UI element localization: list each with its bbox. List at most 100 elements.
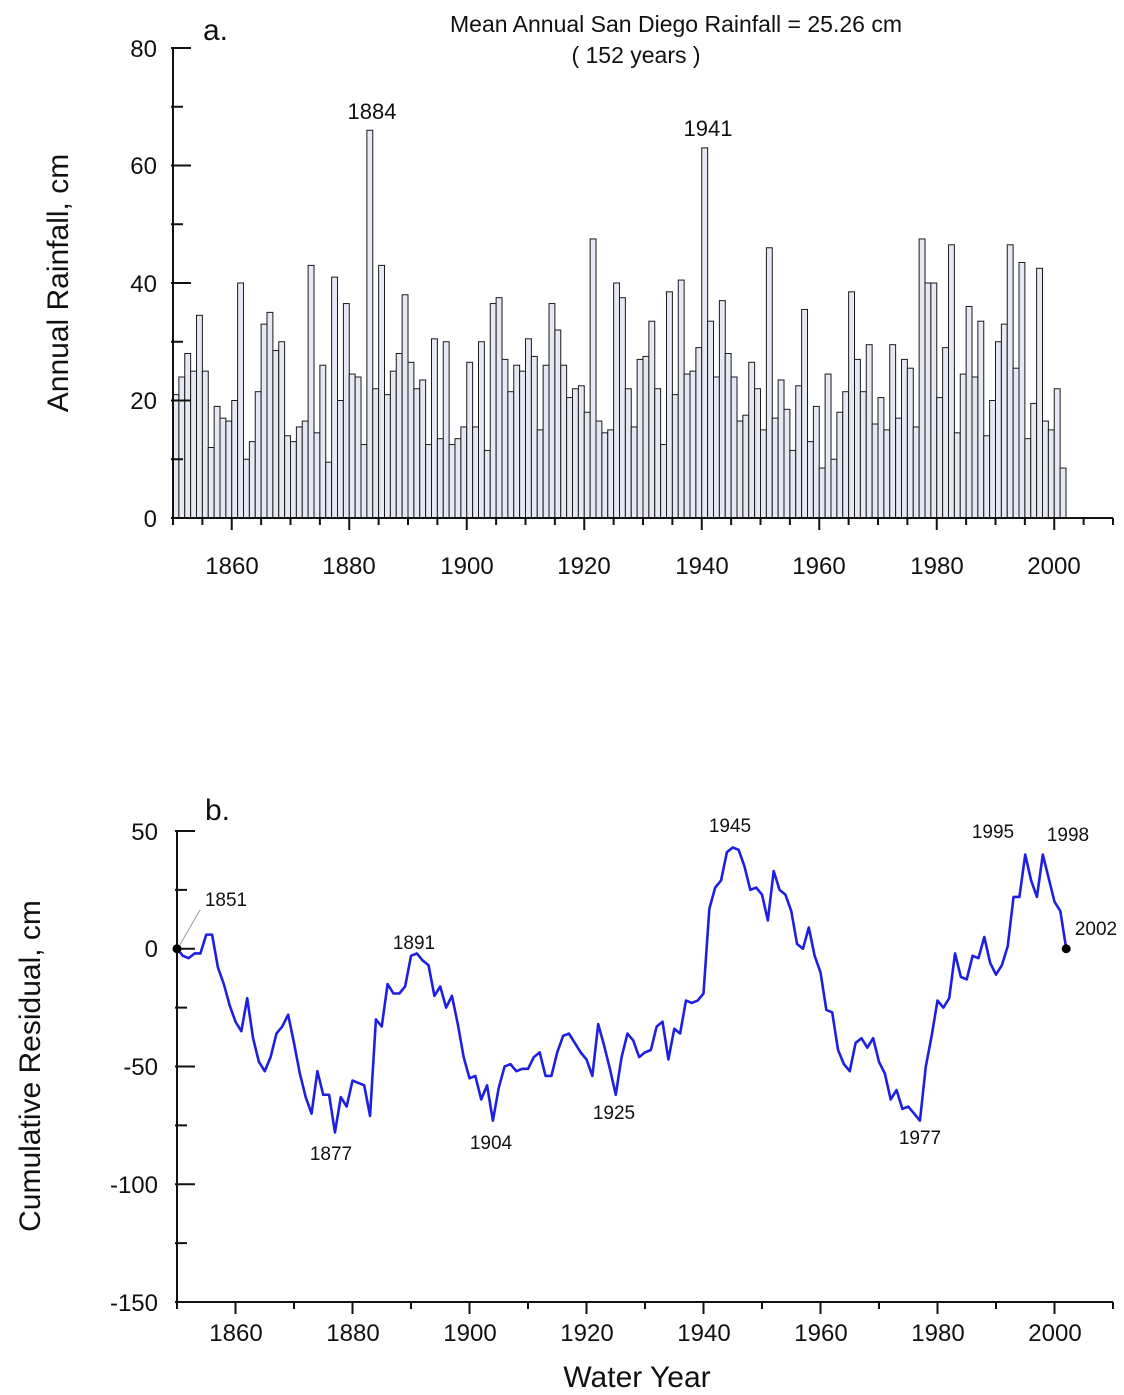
bar	[560, 364, 568, 519]
bar	[530, 355, 538, 519]
bar	[583, 411, 591, 519]
bar	[295, 426, 303, 519]
bar	[630, 426, 638, 519]
bar	[777, 379, 785, 519]
panel-b-xlabel: Water Year	[563, 1361, 710, 1394]
bar	[1006, 244, 1014, 519]
bar	[237, 282, 245, 519]
bar	[454, 438, 462, 519]
bar	[595, 420, 603, 519]
xtick-label-1920: 1920	[557, 553, 610, 580]
bar	[765, 247, 773, 519]
bar	[542, 364, 550, 519]
xtick-label-1960: 1960	[794, 1320, 847, 1347]
annotation-1977: 1977	[899, 1128, 941, 1149]
annotation-1925: 1925	[593, 1103, 635, 1124]
panel-a-label: a.	[203, 14, 228, 47]
bar	[384, 394, 391, 519]
bar	[906, 367, 914, 519]
axes-b	[176, 830, 1113, 1303]
bar	[178, 376, 186, 519]
xtick-label-1980: 1980	[910, 553, 963, 580]
bar	[272, 350, 280, 519]
bar	[877, 397, 885, 519]
bar	[1000, 323, 1008, 519]
bar	[448, 444, 456, 519]
xtick-label-1860: 1860	[205, 553, 258, 580]
bar	[648, 320, 656, 519]
panel-b: b. Cumulative Residual, cm Water Year -1…	[14, 794, 1117, 1394]
bar	[795, 385, 803, 519]
xtick-label-1980: 1980	[911, 1320, 964, 1347]
bar	[419, 379, 427, 519]
bar	[824, 373, 832, 519]
xtick-label-1880: 1880	[326, 1320, 379, 1347]
bar-group	[172, 129, 1067, 519]
bar	[354, 376, 362, 519]
bar	[389, 370, 397, 519]
bar	[1047, 429, 1055, 519]
bar	[942, 347, 950, 519]
bar	[525, 338, 532, 519]
bar	[953, 432, 961, 519]
bar	[536, 429, 544, 519]
bar	[313, 432, 321, 519]
ytick-label-20: 20	[130, 388, 157, 415]
annotation-1851: 1851	[205, 890, 247, 911]
bar	[801, 308, 809, 519]
bar	[613, 282, 621, 519]
bar	[883, 429, 891, 519]
annotation-1995: 1995	[972, 822, 1014, 843]
bar	[948, 244, 955, 519]
bar	[666, 291, 673, 519]
bar	[301, 420, 309, 519]
bar	[254, 391, 262, 519]
bar	[501, 358, 509, 519]
bar	[859, 391, 867, 519]
bar	[413, 388, 421, 519]
bar	[865, 344, 873, 519]
bar	[231, 400, 239, 519]
bar	[372, 388, 380, 519]
bar	[184, 353, 192, 519]
bar	[207, 447, 215, 519]
bar	[660, 444, 668, 519]
bar	[695, 347, 703, 519]
annotation-1891: 1891	[393, 933, 435, 954]
bar	[930, 282, 938, 519]
bar	[677, 279, 685, 519]
bar	[977, 320, 985, 519]
bar	[736, 420, 744, 519]
bar	[225, 420, 233, 519]
ytick-label-neg100: -100	[110, 1172, 158, 1199]
xtick-label-1960: 1960	[792, 553, 845, 580]
bar	[742, 414, 750, 519]
bar	[513, 364, 521, 519]
bar	[1030, 402, 1038, 519]
bar	[683, 373, 691, 519]
bar	[566, 397, 574, 519]
xtick-label-1940: 1940	[675, 553, 728, 580]
bar	[771, 417, 779, 519]
bar	[936, 397, 944, 519]
ytick-label-80: 80	[130, 36, 157, 63]
xtick-label-1940: 1940	[677, 1320, 730, 1347]
bar	[783, 408, 791, 519]
bar	[478, 341, 485, 519]
ytick-label-50: 50	[131, 819, 158, 846]
bar	[1042, 420, 1049, 519]
endpoint-marker-1851	[172, 944, 182, 954]
annotation-1998: 1998	[1047, 825, 1089, 846]
xtick-label-1900: 1900	[443, 1320, 496, 1347]
panel-b-ylabel: Cumulative Residual, cm	[14, 900, 47, 1232]
bar	[436, 438, 444, 519]
bar	[983, 435, 991, 519]
bar	[266, 311, 274, 519]
bar	[360, 444, 368, 519]
bar	[572, 388, 579, 519]
bar	[760, 429, 767, 519]
bar	[190, 370, 198, 519]
bar	[1012, 367, 1020, 519]
bar	[554, 329, 562, 519]
bar	[671, 394, 679, 519]
